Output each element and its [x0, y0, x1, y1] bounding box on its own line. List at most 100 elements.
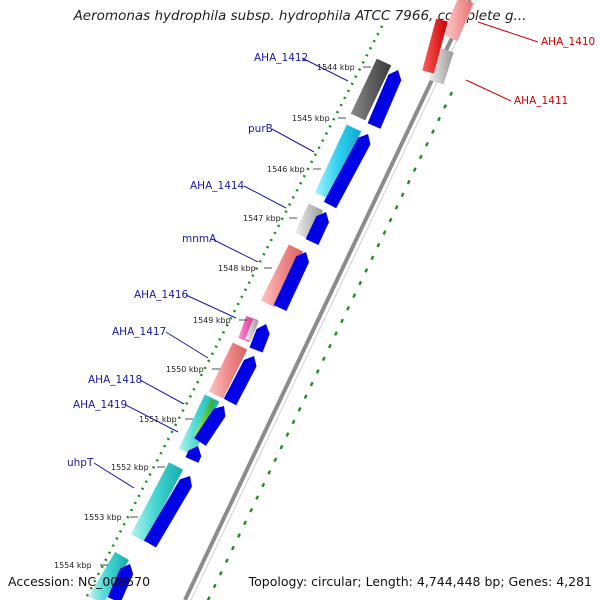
kbp-tick-label: 1549 kbp — [193, 316, 231, 325]
gc-dash — [273, 457, 278, 463]
cds-arrow — [143, 476, 192, 548]
cds-arrow — [273, 252, 309, 311]
gc-dot — [133, 501, 137, 505]
cds-arrow — [107, 564, 134, 600]
gc-content-track — [85, 25, 454, 600]
gc-dot — [269, 238, 273, 242]
kbp-tick-label: 1554 kbp — [54, 561, 92, 570]
gc-dot — [302, 174, 306, 178]
gc-dot — [310, 160, 314, 164]
kbp-tick-label: 1552 kbp — [111, 463, 149, 472]
gc-dash — [418, 154, 423, 160]
gc-dot — [376, 32, 380, 36]
gc-dash — [230, 545, 235, 551]
gc-dot — [225, 323, 229, 327]
gc-dot — [192, 387, 196, 391]
gc-dot — [321, 139, 325, 143]
gc-dash — [327, 343, 332, 349]
gc-dash — [412, 167, 417, 172]
gene-block — [130, 462, 184, 542]
gc-dash — [424, 141, 429, 147]
gc-dot — [357, 68, 362, 72]
gc-dash — [358, 280, 363, 286]
gc-dash — [376, 242, 381, 248]
gc-dot — [262, 252, 266, 256]
gc-dot — [284, 210, 288, 214]
gc-dot — [181, 409, 185, 413]
gc-dot — [196, 380, 200, 384]
gc-dash — [346, 306, 351, 311]
gc-dot — [203, 366, 207, 370]
gene-leader-line — [301, 57, 349, 82]
gene-leader-line — [271, 128, 315, 153]
gc-dot — [155, 458, 159, 462]
kbp-tick-label: 1548 kbp — [218, 264, 256, 273]
gc-dash — [388, 217, 393, 223]
gc-dot — [89, 586, 93, 590]
gc-dash — [279, 444, 284, 450]
gc-dot — [295, 188, 299, 192]
gene-block — [260, 244, 304, 308]
gene-leader-line — [165, 331, 209, 359]
gene-leader-line — [211, 238, 259, 263]
gc-dash — [364, 268, 369, 273]
gc-dash — [431, 129, 435, 134]
gene-block — [428, 47, 454, 85]
gc-dot — [379, 25, 384, 29]
gc-dot — [107, 551, 112, 555]
kbp-tick-label: 1547 kbp — [243, 214, 281, 223]
gene-leader-line — [243, 185, 287, 209]
kbp-tick-track: 1544 kbp 1545 kbp 1546 kbp 1547 kbp 1548 kbp… — [54, 63, 371, 570]
gene-leader-line — [139, 379, 185, 405]
gc-dot — [210, 352, 215, 356]
gc-dot — [299, 181, 303, 185]
gene-label: purB — [248, 123, 273, 135]
gc-dot — [104, 558, 108, 562]
gc-dash — [449, 91, 454, 97]
gene-label: mnmA — [182, 233, 217, 245]
gc-dash — [249, 507, 254, 513]
gc-dot — [324, 131, 329, 135]
gc-dot — [214, 345, 218, 349]
map-title: Aeromonas hydrophila subsp. hydrophila A… — [73, 8, 527, 24]
gc-dot — [339, 103, 343, 107]
kbp-tick-label: 1546 kbp — [267, 165, 305, 174]
gc-dot — [96, 572, 101, 576]
gc-dot — [343, 96, 347, 100]
gene-label: AHA_1418 — [88, 374, 142, 386]
gc-dot — [240, 295, 244, 299]
gc-dash — [340, 318, 344, 324]
kbp-tick-label: 1553 kbp — [84, 513, 122, 522]
gc-dot — [313, 153, 317, 157]
gc-dash — [443, 104, 448, 109]
gc-dot — [137, 494, 141, 498]
kbp-tick-label: 1545 kbp — [292, 114, 330, 123]
gene-label: uhpT — [67, 457, 94, 469]
gc-dash — [291, 419, 296, 425]
gene-label: AHA_1414 — [190, 180, 245, 192]
gc-dot — [280, 217, 284, 221]
gc-dot — [328, 124, 332, 128]
gc-dot — [177, 416, 181, 420]
gc-dash — [334, 331, 338, 336]
gc-dot — [354, 75, 358, 79]
gc-dash — [267, 470, 272, 475]
backbone-shadow — [190, 0, 477, 600]
gc-dot — [346, 89, 351, 93]
gc-dash — [243, 520, 247, 526]
gc-dash — [297, 406, 302, 412]
gc-dash — [237, 533, 241, 538]
gene-leader-line — [465, 79, 512, 102]
kbp-tick-label: 1544 kbp — [317, 63, 355, 72]
gc-dot — [247, 281, 251, 285]
gene-block — [314, 124, 362, 200]
cds-arrow — [249, 324, 270, 353]
gc-dot — [85, 593, 90, 597]
gene-block — [350, 58, 392, 121]
gc-dash — [303, 394, 308, 399]
kbp-tick-label: 1550 kbp — [166, 365, 204, 374]
gc-dash — [218, 571, 223, 576]
gene-leader-line — [93, 462, 135, 489]
genome-stats-text: Topology: circular; Length: 4,744,448 bp… — [248, 574, 592, 589]
gc-dash — [370, 255, 375, 261]
